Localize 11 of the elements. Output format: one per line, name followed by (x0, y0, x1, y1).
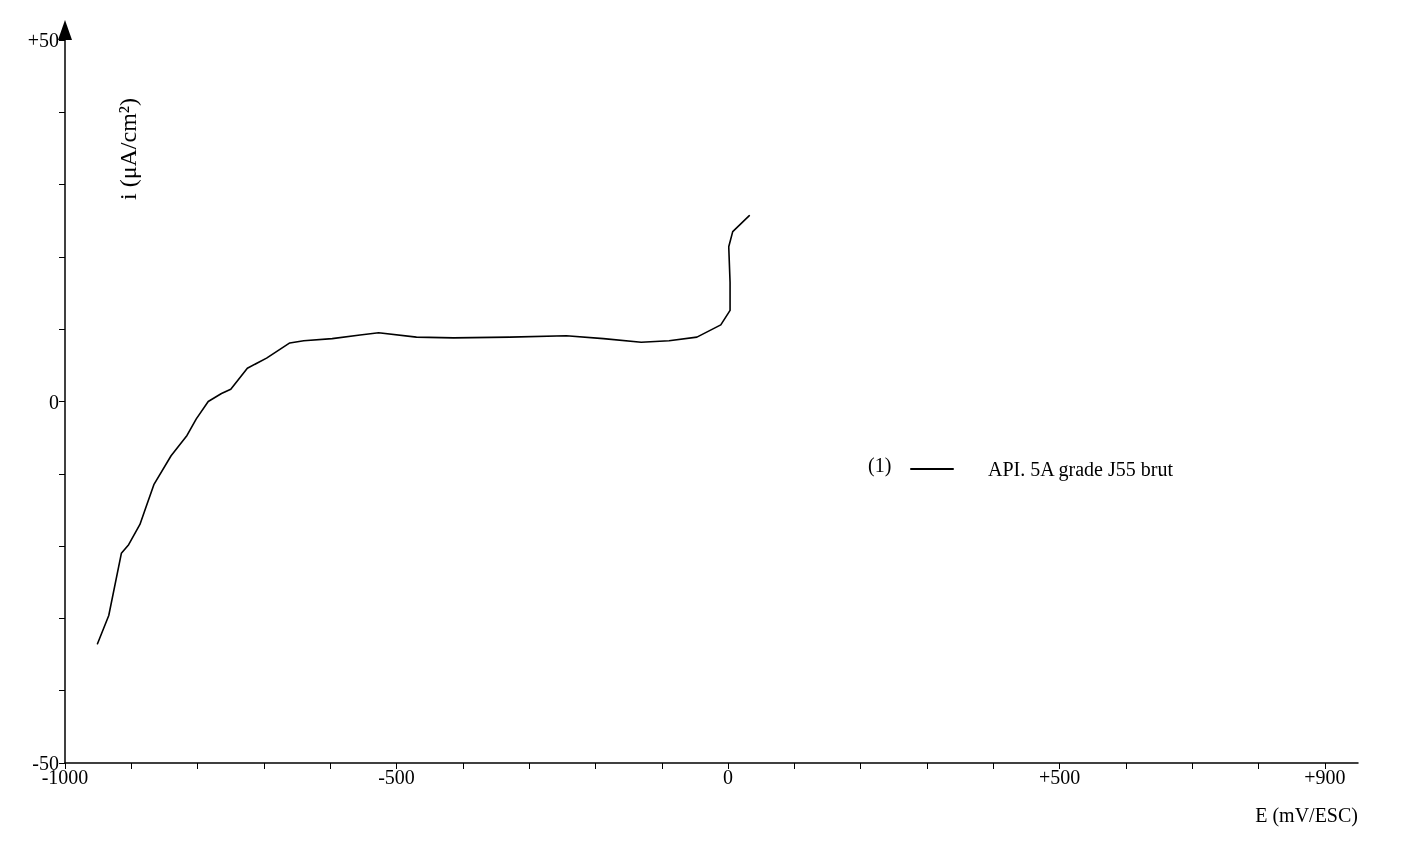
x-axis-title: E (mV/ESC) (1255, 804, 1358, 827)
x-tick-label: -500 (378, 766, 415, 788)
y-tick-label: +50 (27, 29, 59, 51)
x-tick-label: 0 (723, 766, 734, 788)
x-tick-label: +500 (1038, 766, 1081, 788)
line-series (96, 214, 751, 645)
annotation: (1) (868, 454, 892, 477)
y-axis-title: i (μA/cm²) (115, 97, 141, 200)
legend-label: API. 5A grade J55 brut (988, 458, 1174, 481)
x-tick-label: +900 (1304, 766, 1346, 788)
y-tick-label: 0 (49, 390, 59, 413)
